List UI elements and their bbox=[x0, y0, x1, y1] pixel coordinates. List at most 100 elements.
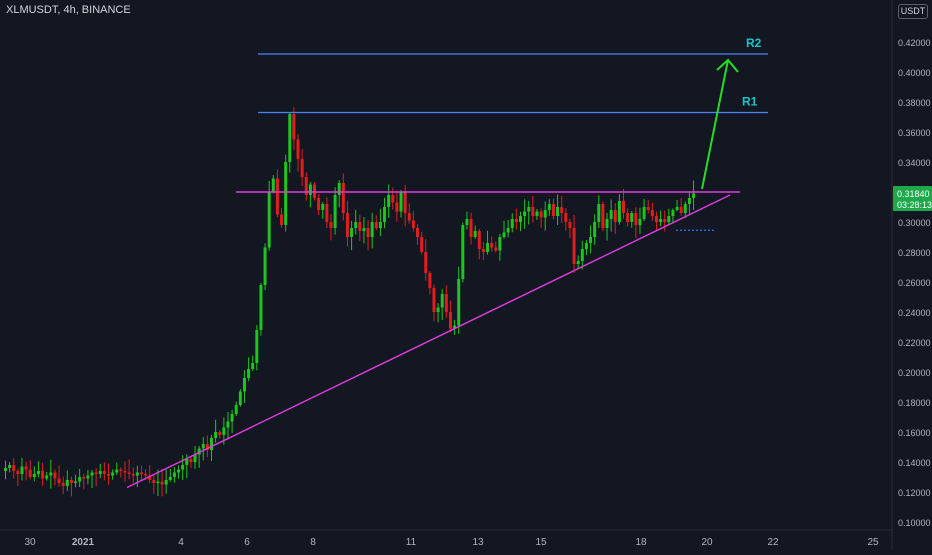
candle-body bbox=[383, 207, 387, 222]
y-tick-label: 0.42000 bbox=[898, 38, 931, 48]
candle-body bbox=[317, 198, 321, 210]
x-tick-label: 22 bbox=[767, 537, 779, 548]
candle-body bbox=[16, 471, 20, 474]
candle-body bbox=[663, 219, 667, 222]
candle-body bbox=[90, 472, 94, 476]
candle-body bbox=[642, 207, 646, 219]
y-tick-label: 0.24000 bbox=[898, 308, 931, 318]
y-tick-label: 0.38000 bbox=[898, 98, 931, 108]
candle-body bbox=[12, 465, 16, 471]
candle-body bbox=[74, 481, 78, 483]
candle-body bbox=[679, 207, 683, 213]
candle-body bbox=[275, 178, 279, 215]
candle-body bbox=[115, 469, 119, 473]
candle-body bbox=[465, 219, 469, 225]
candle-body bbox=[535, 211, 539, 216]
candle-body bbox=[605, 219, 609, 228]
candle-body bbox=[177, 469, 181, 473]
candle-body bbox=[49, 472, 53, 476]
candle-body bbox=[609, 210, 613, 219]
last-price-badge bbox=[893, 186, 932, 211]
candle-body bbox=[650, 210, 654, 216]
candle-body bbox=[436, 307, 440, 312]
x-tick-label: 20 bbox=[701, 537, 713, 548]
candle-body bbox=[580, 249, 584, 261]
candle-body bbox=[514, 219, 518, 222]
candle-body bbox=[292, 114, 296, 140]
candle-body bbox=[589, 237, 593, 243]
candle-body bbox=[148, 475, 152, 480]
candle-body bbox=[45, 475, 49, 479]
candles-layer bbox=[4, 107, 696, 497]
candle-body bbox=[477, 231, 481, 249]
candle-body bbox=[172, 472, 176, 477]
candle-body bbox=[226, 421, 230, 428]
candle-body bbox=[345, 213, 349, 237]
candle-body bbox=[119, 469, 123, 471]
currency-selector[interactable]: USDT bbox=[898, 4, 928, 19]
candle-body bbox=[168, 477, 172, 480]
candle-body bbox=[197, 448, 201, 455]
candle-body bbox=[613, 210, 617, 222]
candle-body bbox=[646, 207, 650, 210]
x-tick-label: 2021 bbox=[72, 537, 95, 548]
candle-body bbox=[366, 228, 370, 237]
candle-body bbox=[156, 481, 160, 483]
candle-body bbox=[247, 369, 251, 378]
candle-body bbox=[210, 438, 213, 450]
candle-body bbox=[61, 483, 65, 486]
candle-body bbox=[519, 216, 522, 222]
candle-body bbox=[494, 247, 498, 251]
candle-body bbox=[325, 204, 329, 222]
x-tick-label: 11 bbox=[406, 537, 417, 548]
x-tick-label: 6 bbox=[244, 537, 250, 548]
candle-body bbox=[416, 228, 419, 237]
candle-body bbox=[486, 243, 490, 252]
candle-body bbox=[296, 139, 300, 159]
candle-body bbox=[564, 213, 568, 222]
candle-body bbox=[420, 237, 424, 252]
candle-body bbox=[32, 474, 36, 477]
candle-body bbox=[185, 459, 189, 465]
candle-body bbox=[111, 472, 115, 476]
candle-body bbox=[107, 474, 110, 476]
candle-body bbox=[551, 204, 555, 216]
candle-body bbox=[399, 192, 403, 212]
candle-body bbox=[502, 232, 506, 237]
candle-body bbox=[69, 480, 73, 483]
candle-body bbox=[572, 228, 576, 264]
candle-body bbox=[193, 454, 197, 462]
candle-body bbox=[288, 114, 292, 162]
candle-body bbox=[251, 363, 255, 369]
candle-body bbox=[560, 207, 564, 213]
candle-body bbox=[543, 210, 547, 218]
candle-body bbox=[41, 471, 45, 479]
candle-body bbox=[374, 222, 378, 228]
candle-body bbox=[280, 214, 284, 225]
candle-body bbox=[24, 466, 28, 470]
candle-body bbox=[214, 432, 218, 438]
candle-body bbox=[556, 207, 560, 216]
candle-body bbox=[350, 228, 354, 237]
candle-body bbox=[82, 477, 86, 479]
candle-body bbox=[403, 192, 407, 213]
candle-body bbox=[222, 427, 226, 435]
candle-body bbox=[531, 207, 535, 216]
resistance-label-r2: R2 bbox=[746, 36, 762, 50]
candle-body bbox=[341, 183, 345, 213]
candle-body bbox=[333, 195, 337, 228]
y-tick-label: 0.12000 bbox=[898, 488, 931, 498]
candle-body bbox=[411, 220, 415, 228]
candle-body bbox=[189, 459, 193, 462]
candle-body bbox=[329, 222, 333, 228]
candle-body bbox=[313, 184, 316, 198]
candle-body bbox=[242, 378, 246, 392]
y-tick-label: 0.40000 bbox=[898, 68, 931, 78]
candle-body bbox=[506, 228, 510, 233]
candle-body bbox=[675, 207, 679, 210]
candle-body bbox=[432, 288, 436, 312]
candle-body bbox=[395, 202, 399, 212]
candle-body bbox=[131, 474, 135, 476]
